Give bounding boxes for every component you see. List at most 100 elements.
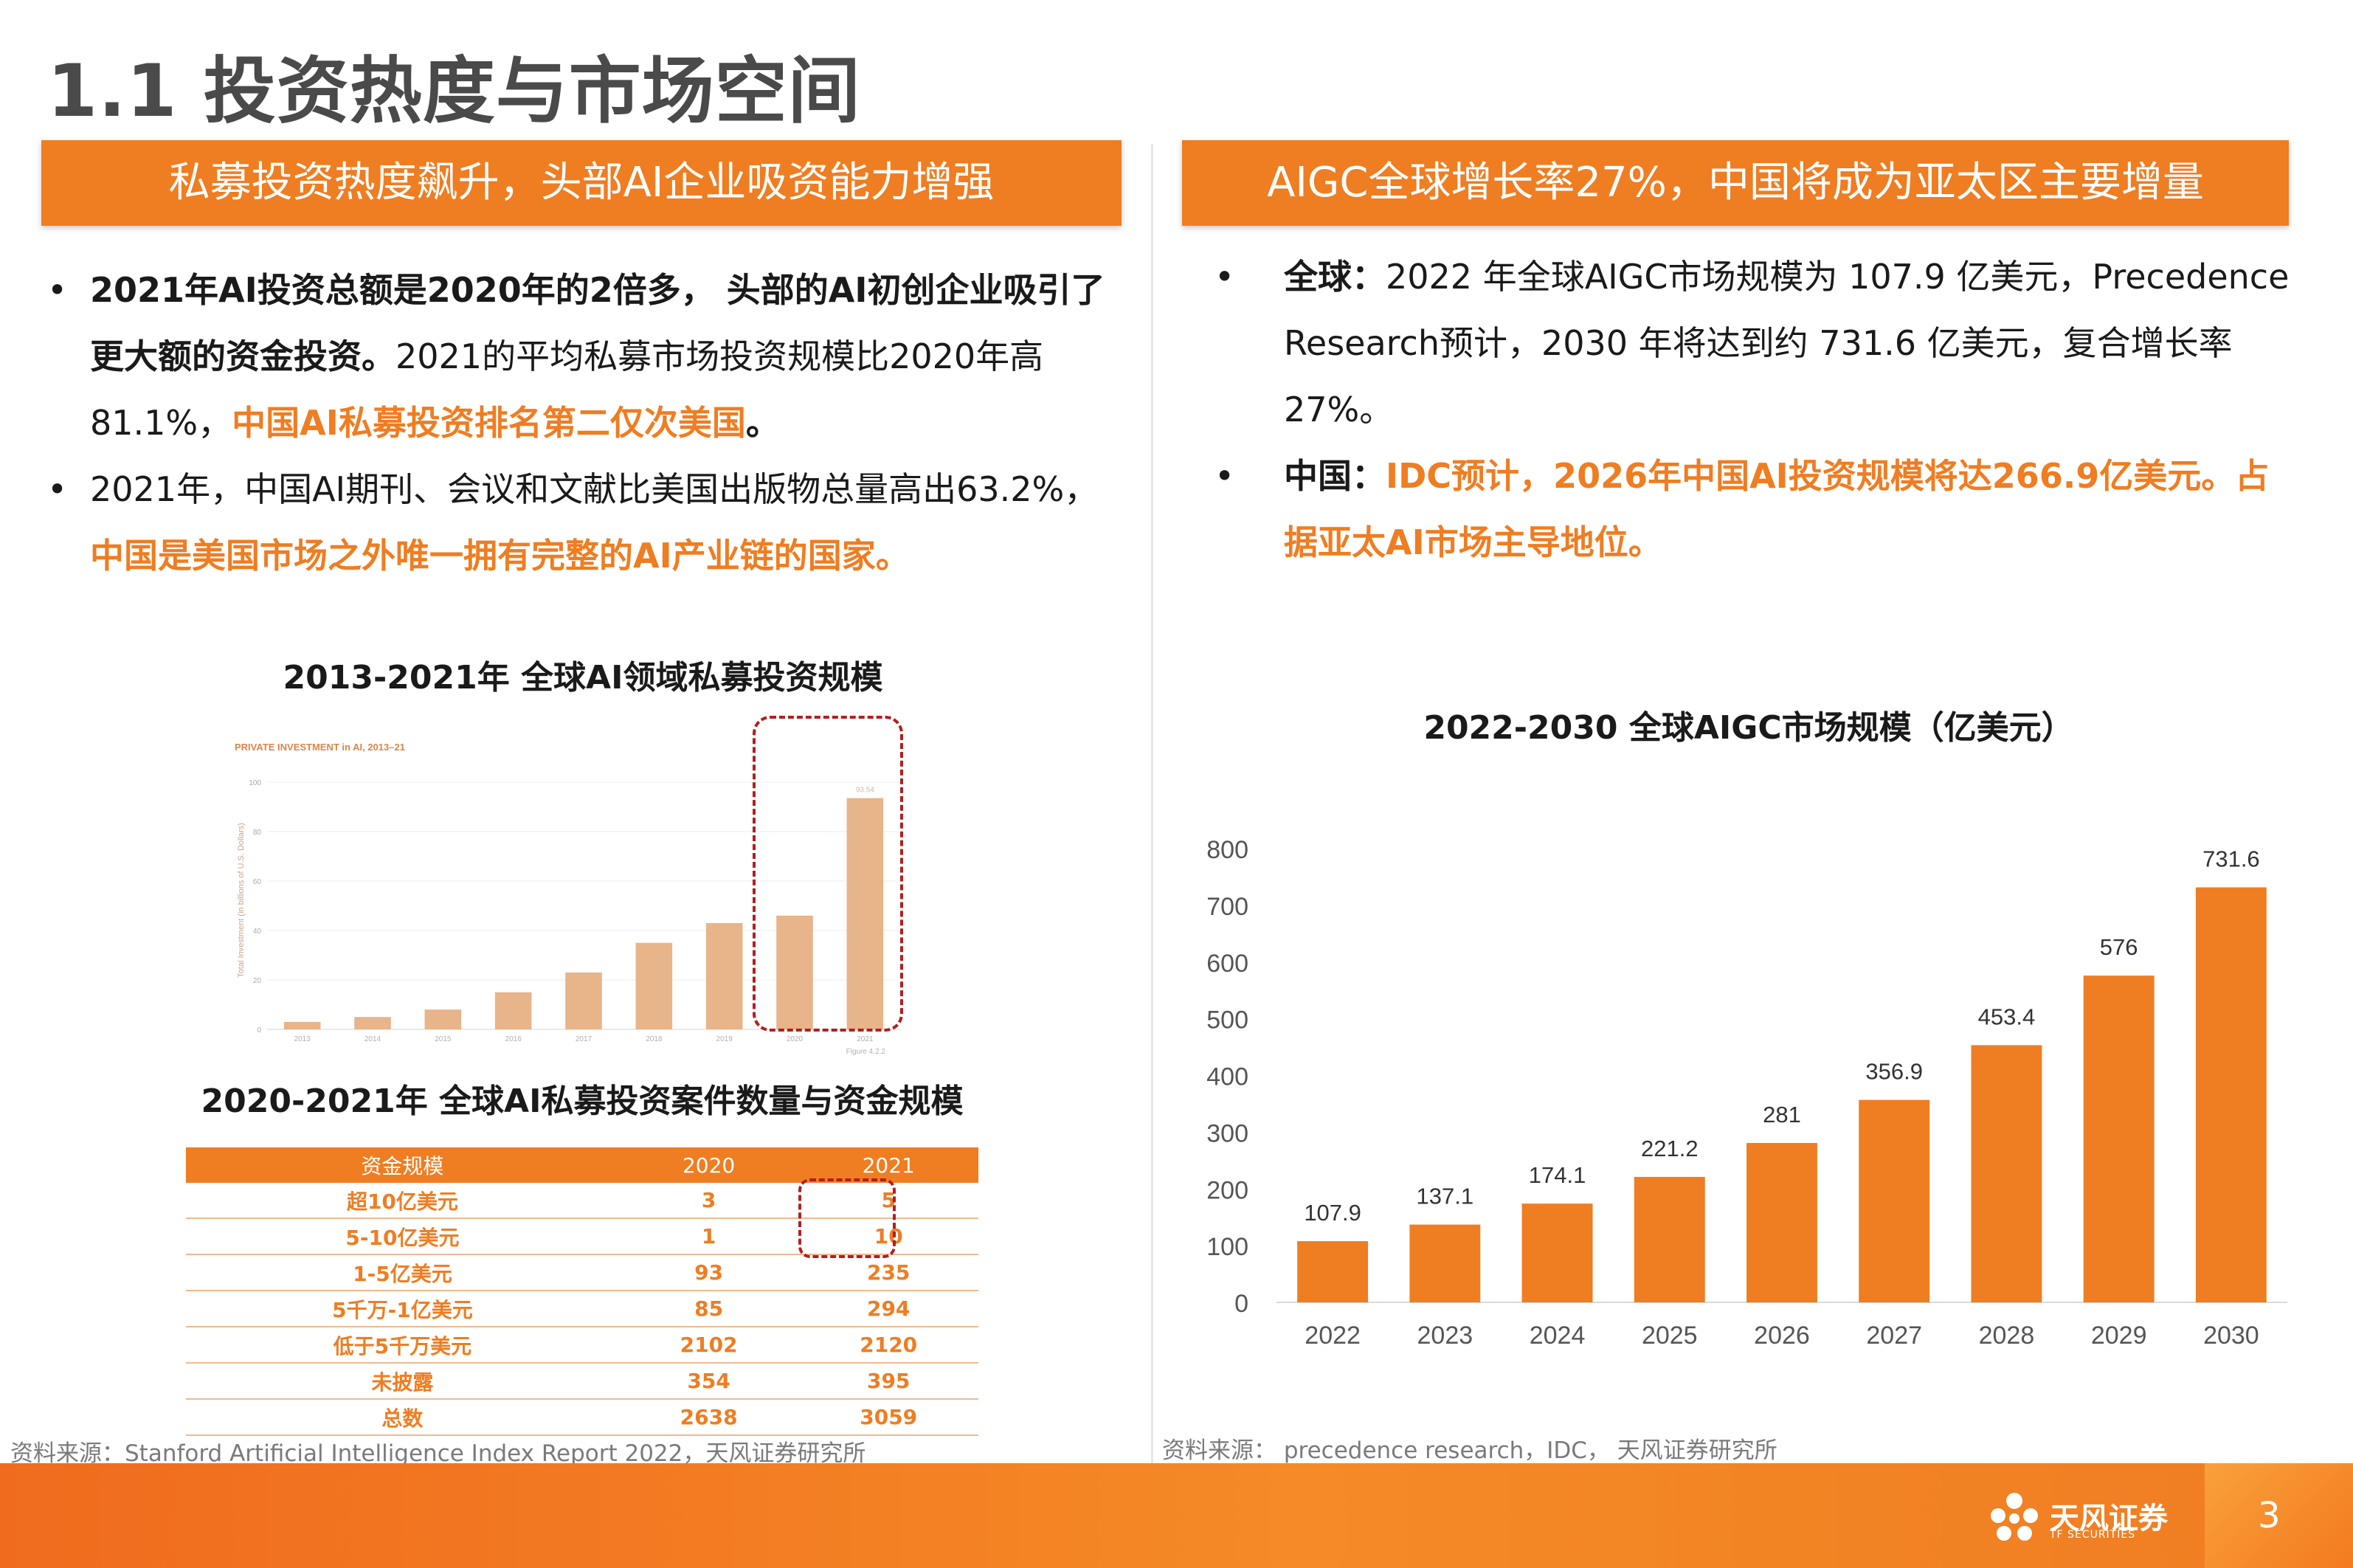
table-header-cell: 2021: [798, 1147, 978, 1183]
table-row: 低于5千万美元 2102 2120: [186, 1327, 978, 1364]
table-highlight-box: [798, 1178, 896, 1258]
chart2-y-tick-label: 200: [1206, 1176, 1248, 1204]
chart1-bar: [705, 922, 743, 1029]
chart1-y-tick-label: 100: [249, 779, 261, 787]
table-cell: 2102: [618, 1327, 799, 1364]
table-cell: 低于5千万美元: [186, 1327, 619, 1364]
footer-bar: [0, 1463, 2353, 1568]
chart1-y-tick-label: 0: [257, 1026, 261, 1035]
left-bullet-1-bold: 2021年AI投资总额是2020年的2倍多， 头部的AI初创企业吸引了更大额的资…: [90, 270, 1105, 376]
table-row: 1-5亿美元 93 235: [186, 1254, 978, 1291]
tf-logo-icon: [1991, 1493, 2038, 1541]
chart2-y-tick-label: 300: [1206, 1119, 1248, 1147]
chart2-bar: [1521, 1203, 1593, 1302]
chart2-bar: [1297, 1241, 1369, 1302]
chart2-data-label: 221.2: [1641, 1136, 1699, 1161]
table-row: 超10亿美元 3 5: [186, 1183, 978, 1219]
left-bullet-1-end: 。: [745, 403, 780, 443]
table-cell: 2638: [618, 1399, 799, 1436]
table-title: 2020-2021年 全球AI私募投资案件数量与资金规模: [201, 1082, 964, 1120]
chart1-highlight-box: [753, 716, 903, 1032]
chart1-x-tick-label: 2020: [787, 1035, 804, 1043]
chart2-y-tick-label: 0: [1234, 1290, 1248, 1318]
chart1-data-label: 93.54: [856, 787, 874, 795]
left-bullet-1-highlight: 中国AI私募投资排名第二仅次美国: [232, 403, 746, 443]
chart1-ylabel: Total Investment (in billions of U.S. Do…: [237, 823, 246, 978]
chart2-bar: [1859, 1099, 1930, 1302]
table-header-cell: 资金规模: [186, 1147, 619, 1183]
table-cell: 5-10亿美元: [186, 1218, 619, 1255]
table-cell: 93: [618, 1254, 799, 1291]
table-row: 未披露 354 395: [186, 1363, 978, 1400]
right-bullet-1: • 全球：2022 年全球AIGC市场规模为 107.9 亿美元，Precede…: [1210, 244, 2302, 443]
chart2-y-tick-label: 400: [1206, 1063, 1248, 1091]
bullet-dot-icon: •: [1214, 257, 1235, 297]
chart2-y-tick-label: 800: [1206, 836, 1248, 864]
chart2-y-tick-label: 600: [1206, 950, 1248, 978]
investment-table: 资金规模 2020 2021 超10亿美元 3 5 5-10亿美元 1 10 1-5亿美…: [186, 1147, 978, 1436]
page-title: 1.1 投资热度与市场空间: [47, 49, 861, 134]
chart1-bar: [565, 972, 602, 1029]
chart1-title: 2013-2021年 全球AI领域私募投资规模: [283, 659, 883, 697]
chart2-y-tick-label: 100: [1206, 1233, 1248, 1261]
right-bullet-2-highlight: IDC预计，2026年中国AI投资规模将达266.9亿美元。占据亚太AI市场主导…: [1284, 456, 2270, 562]
bullet-dot-icon: •: [1214, 456, 1235, 496]
left-bullet-1-text: 2021的平均私募市场投资规模比2020年高81.1%，: [90, 336, 1044, 443]
chart2-data-label: 356.9: [1865, 1059, 1923, 1085]
chart2-title: 2022-2030 全球AIGC市场规模（亿美元）: [1423, 709, 2074, 747]
chart1-x-tick-label: 2021: [857, 1035, 874, 1043]
chart1-y-tick-label: 40: [253, 928, 262, 936]
chart2-bar: [1409, 1224, 1481, 1302]
chart2-bar: [1746, 1142, 1817, 1302]
chart1: PRIVATE INVESTMENT in AI, 2013–21 Total …: [235, 742, 900, 1056]
left-source: 资料来源：Stanford Artificial Intelligence In…: [10, 1440, 866, 1467]
right-bullet-1-text: 2022 年全球AIGC市场规模为 107.9 亿美元，Precedence R…: [1284, 257, 2290, 429]
chart1-bar: [776, 915, 813, 1029]
chart1-inner-title: PRIVATE INVESTMENT in AI, 2013–21: [235, 742, 405, 753]
left-banner: 私募投资热度飙升，头部AI企业吸资能力增强: [41, 140, 1122, 226]
left-bullet-2: • 2021年，中国AI期刊、会议和文献比美国出版物总量高出63.2%， 中国是美…: [43, 456, 1127, 589]
chart2-x-tick-label: 2025: [1642, 1322, 1698, 1350]
page-number: 3: [2258, 1495, 2281, 1536]
chart1-bar: [494, 992, 532, 1029]
chart1-x-tick-label: 2019: [716, 1035, 733, 1043]
table-cell: 未披露: [186, 1363, 619, 1400]
chart2-data-label: 453.4: [1978, 1004, 2036, 1029]
chart1-figure-label: Figure 4.2.2: [846, 1048, 886, 1056]
table-cell: 354: [618, 1363, 799, 1400]
chart2-x-tick-label: 2024: [1530, 1322, 1586, 1350]
right-bullets: • 全球：2022 年全球AIGC市场规模为 107.9 亿美元，Precede…: [1210, 244, 2302, 576]
chart1-bar: [424, 1009, 462, 1029]
table-cell: 5千万-1亿美元: [186, 1291, 619, 1327]
chart1-bar: [635, 942, 673, 1029]
table-row: 总数 2638 3059: [186, 1399, 978, 1436]
logo-subtext: TF SECURITIES: [2050, 1529, 2136, 1541]
chart1-x-tick-label: 2013: [294, 1035, 311, 1043]
chart1-x-tick-label: 2017: [576, 1035, 592, 1043]
right-bullet-1-bold: 全球：: [1284, 257, 1386, 297]
chart2-data-label: 576: [2100, 934, 2138, 960]
chart2-y-tick-label: 700: [1206, 893, 1248, 921]
chart2-x-tick-label: 2028: [1979, 1322, 2035, 1350]
chart2-x-tick-label: 2027: [1866, 1322, 1922, 1350]
chart2-data-label: 174.1: [1529, 1162, 1586, 1188]
chart2-bar: [1634, 1176, 1705, 1302]
table-cell: 3: [618, 1183, 799, 1219]
chart2-x-tick-label: 2022: [1305, 1322, 1361, 1350]
chart1-x-tick-label: 2014: [364, 1035, 381, 1043]
chart2-x-tick-label: 2029: [2091, 1322, 2147, 1350]
bullet-dot-icon: •: [47, 270, 68, 310]
footer-corner-accent: [2205, 1463, 2353, 1568]
right-banner: AIGC全球增长率27%，中国将成为亚太区主要增量: [1182, 140, 2289, 226]
right-source: 资料来源： precedence research，IDC， 天风证券研究所: [1162, 1437, 1777, 1464]
chart1-x-tick-label: 2015: [435, 1035, 452, 1043]
table-header-row: 资金规模 2020 2021: [186, 1147, 978, 1183]
table-cell: 395: [798, 1363, 978, 1400]
table-cell: 2120: [798, 1327, 978, 1364]
left-bullets: • 2021年AI投资总额是2020年的2倍多， 头部的AI初创企业吸引了更大额…: [43, 257, 1127, 589]
table-header-cell: 2020: [618, 1147, 799, 1183]
table-cell: 总数: [186, 1399, 619, 1436]
chart1-y-tick-label: 20: [253, 977, 262, 985]
left-bullet-1: • 2021年AI投资总额是2020年的2倍多， 头部的AI初创企业吸引了更大额…: [43, 257, 1127, 456]
chart2-data-label: 731.6: [2202, 846, 2260, 872]
